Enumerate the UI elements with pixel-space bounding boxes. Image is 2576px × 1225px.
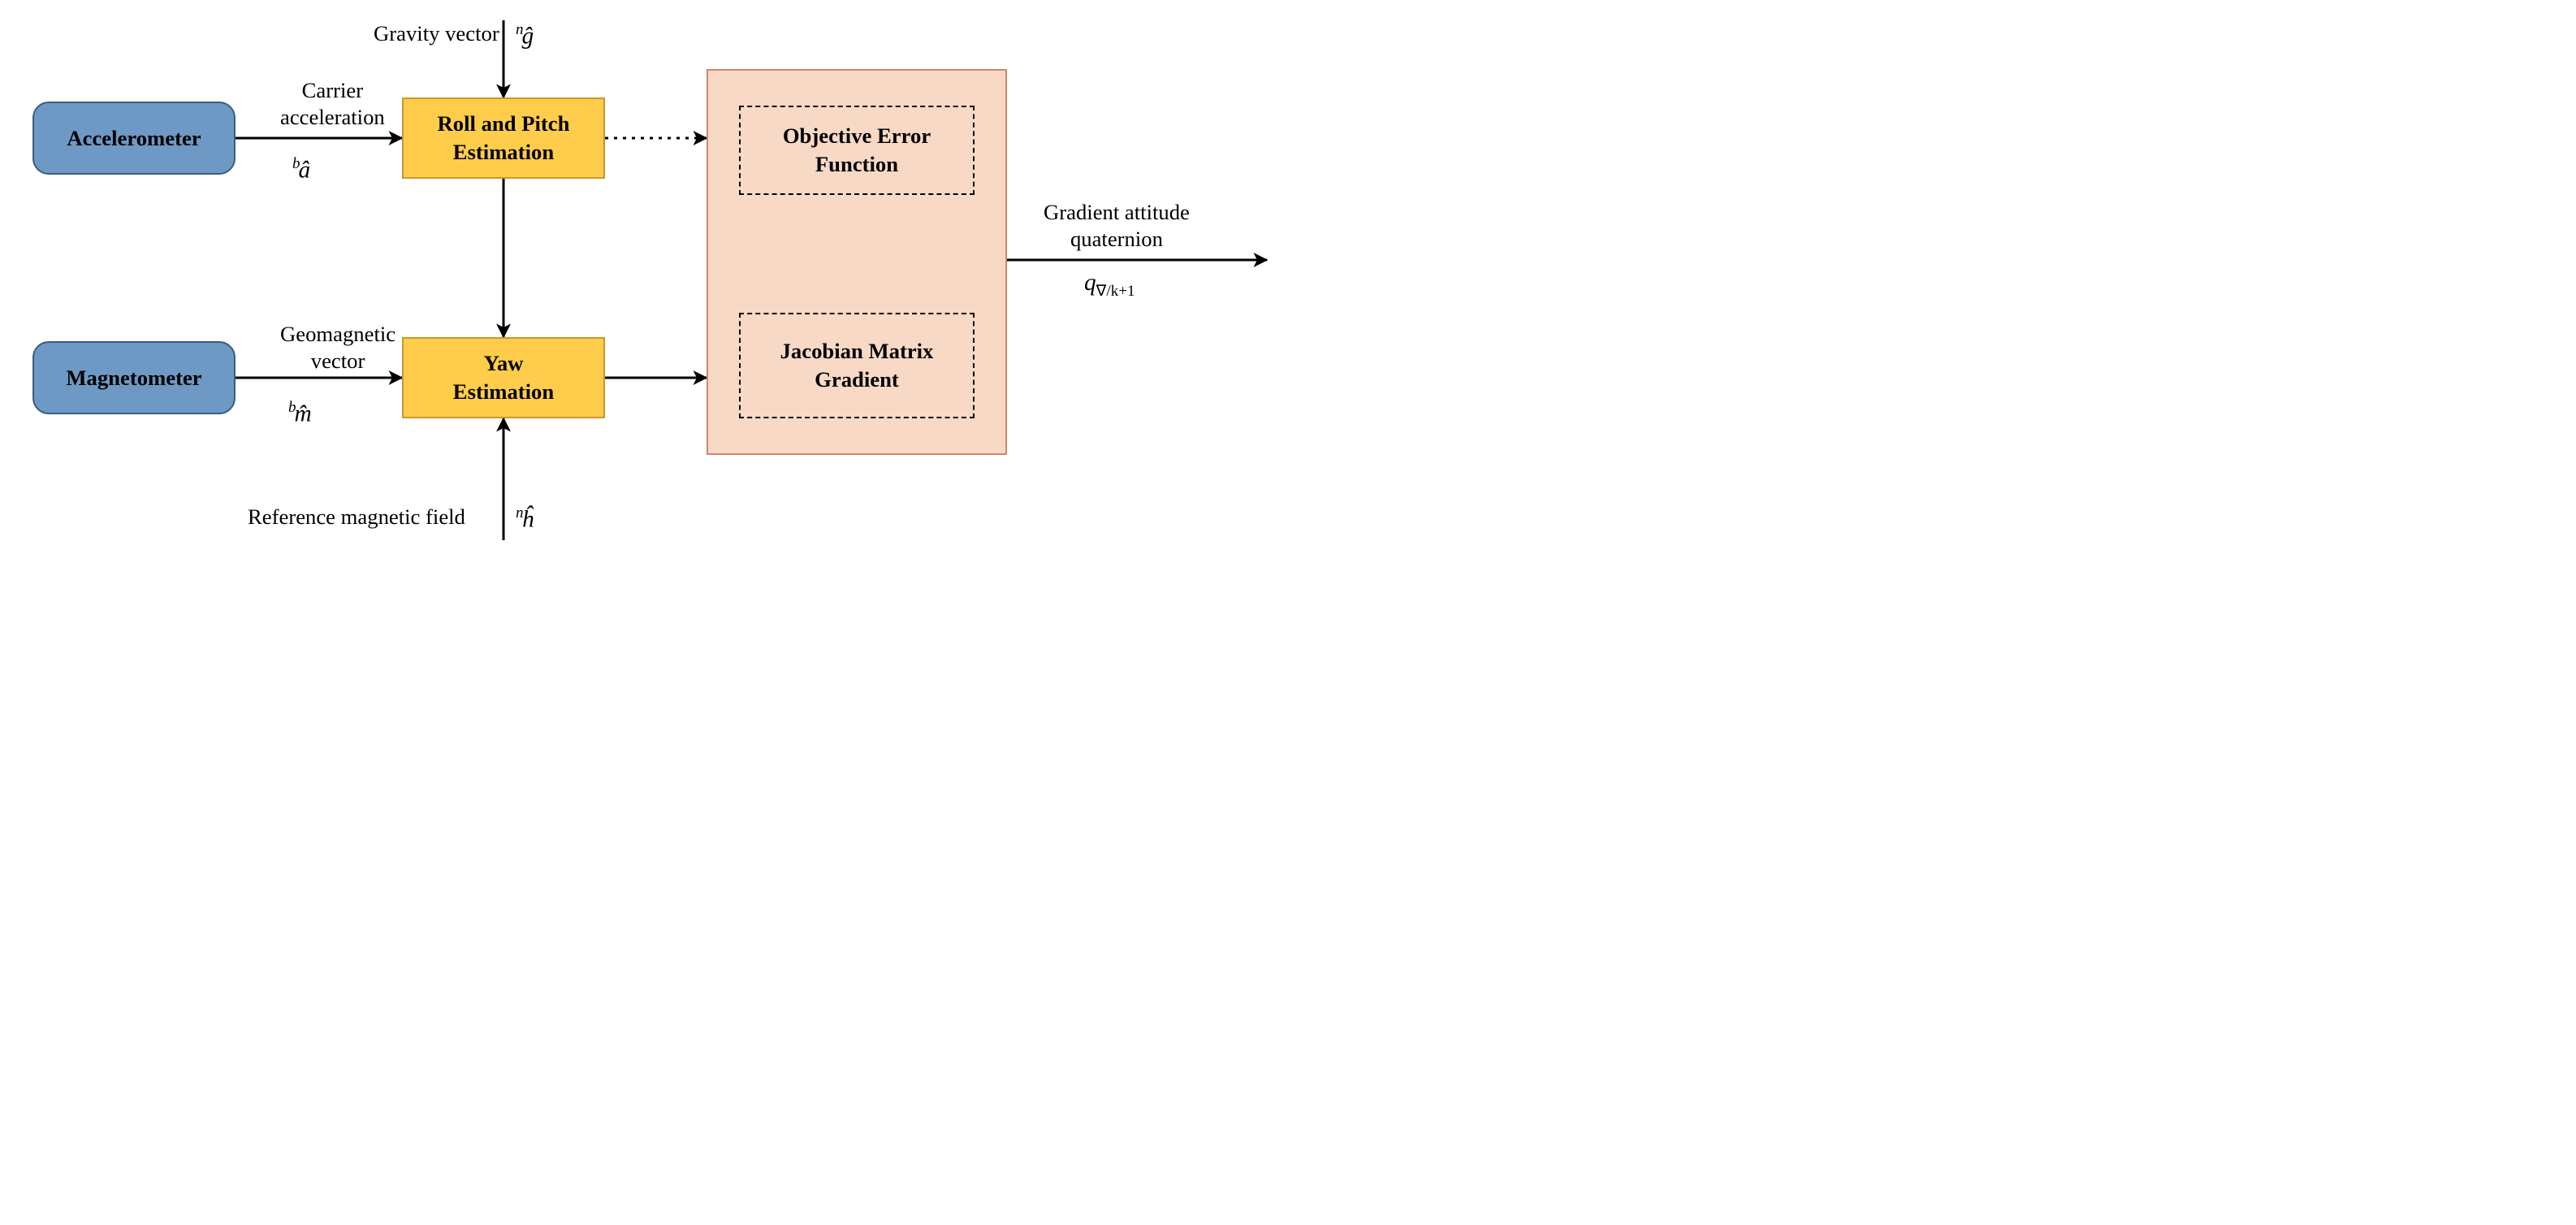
node-objfn: Objective ErrorFunction bbox=[739, 106, 975, 195]
label-refmag: Reference magnetic field bbox=[248, 504, 465, 530]
node-accelerometer-label: Accelerometer bbox=[67, 124, 201, 153]
label-carrier_accel: Carrieracceleration bbox=[280, 77, 385, 132]
math-h_hat-body: ĥ bbox=[522, 506, 534, 532]
node-rollpitch-label: Roll and PitchEstimation bbox=[438, 110, 570, 166]
math-m_hat: bm̂ bbox=[288, 398, 312, 429]
node-magnetometer-label: Magnetometer bbox=[66, 364, 201, 392]
math-a_hat: bâ bbox=[292, 154, 310, 185]
label-output: Gradient attitudequaternion bbox=[1044, 199, 1190, 253]
edges-layer bbox=[0, 0, 1288, 612]
math-h_hat: nĥ bbox=[516, 504, 534, 535]
math-g_hat: nĝ bbox=[516, 20, 534, 51]
label-gravity: Gravity vector bbox=[374, 20, 499, 47]
math-q_out-body: q bbox=[1084, 270, 1096, 296]
math-m_hat-body: m̂ bbox=[295, 400, 312, 426]
node-jacobian-label: Jacobian MatrixGradient bbox=[780, 337, 934, 393]
node-yaw: YawEstimation bbox=[402, 337, 605, 418]
label-geomag: Geomagneticvector bbox=[280, 321, 395, 375]
node-accelerometer: Accelerometer bbox=[32, 102, 236, 175]
math-a_hat-body: â bbox=[299, 157, 311, 183]
diagram-canvas: Accelerometer Magnetometer Roll and PitchE… bbox=[0, 0, 1288, 612]
math-g_hat-body: ĝ bbox=[522, 23, 534, 49]
node-magnetometer: Magnetometer bbox=[32, 341, 236, 414]
math-q_out-sub: ∇/k+1 bbox=[1096, 283, 1135, 300]
node-jacobian: Jacobian MatrixGradient bbox=[739, 313, 975, 418]
node-rollpitch: Roll and PitchEstimation bbox=[402, 97, 605, 179]
node-objfn-label: Objective ErrorFunction bbox=[783, 122, 931, 178]
math-q_out: q∇/k+1 bbox=[1084, 268, 1135, 301]
node-yaw-label: YawEstimation bbox=[453, 349, 554, 405]
